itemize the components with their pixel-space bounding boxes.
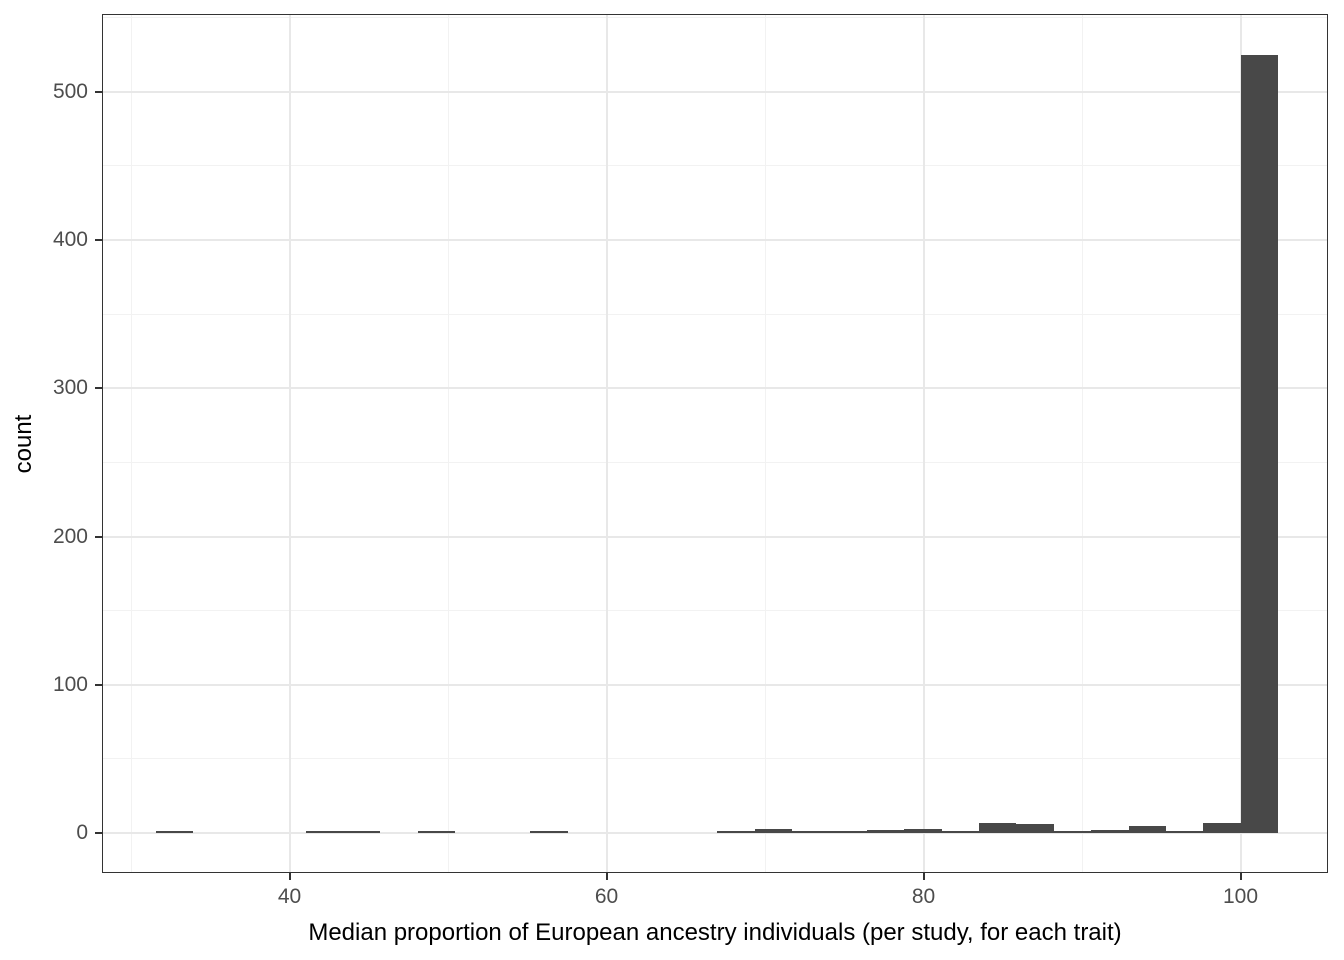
y-gridline-major (102, 387, 1328, 390)
histogram-bar (1240, 54, 1279, 833)
histogram-bar (717, 831, 755, 833)
x-gridline-minor (1081, 14, 1083, 873)
histogram-bar (978, 822, 1017, 833)
y-tick (95, 387, 102, 390)
histogram-bar (530, 831, 568, 833)
y-gridline-major (102, 535, 1328, 538)
x-gridline-minor (764, 14, 766, 873)
x-axis-title: Median proportion of European ancestry i… (308, 919, 1122, 946)
y-tick-label: 100 (52, 672, 88, 696)
y-tick-label: 500 (52, 79, 88, 103)
y-tick (95, 831, 102, 834)
x-tick-label: 80 (911, 885, 936, 908)
histogram-bar (1091, 830, 1129, 833)
x-tick-label: 40 (277, 885, 302, 908)
histogram-bar (904, 828, 942, 833)
histogram-bar (305, 831, 344, 833)
histogram-bar (343, 831, 381, 833)
y-tick-label: 400 (52, 228, 88, 252)
histogram-bar (1166, 831, 1204, 833)
x-gridline-minor (130, 14, 132, 873)
y-gridline-minor (102, 758, 1328, 760)
histogram-bar (754, 828, 792, 833)
x-gridline-major (288, 14, 291, 873)
x-tick-label: 60 (594, 885, 619, 908)
y-gridline-minor (102, 165, 1328, 167)
x-gridline-major (1239, 14, 1242, 873)
histogram-bar (866, 830, 905, 833)
x-tick-label: 100 (1222, 885, 1259, 908)
y-gridline-major (102, 831, 1328, 834)
x-tick (1239, 873, 1242, 880)
histogram-bar (1053, 831, 1092, 833)
y-gridline-major (102, 90, 1328, 93)
histogram-bar (156, 831, 194, 833)
y-gridline-major (102, 683, 1328, 686)
y-tick (95, 683, 102, 686)
histogram-bar (829, 831, 867, 833)
histogram-bar (1016, 824, 1054, 833)
histogram-bar (791, 831, 830, 833)
y-gridline-major (102, 239, 1328, 242)
histogram-bar (417, 831, 456, 833)
histogram-bar (1203, 822, 1241, 833)
x-tick (288, 873, 291, 880)
y-gridline-minor (102, 461, 1328, 463)
y-tick-label: 300 (52, 376, 88, 400)
y-tick (95, 535, 102, 538)
x-tick (922, 873, 925, 880)
histogram-bar (941, 831, 979, 833)
y-gridline-minor (102, 17, 1328, 19)
y-axis-title: count (10, 414, 37, 473)
x-gridline-minor (447, 14, 449, 873)
y-gridline-minor (102, 610, 1328, 612)
x-gridline-major (605, 14, 608, 873)
x-gridline-major (922, 14, 925, 873)
y-tick (95, 239, 102, 242)
y-gridline-minor (102, 313, 1328, 315)
histogram-bar (1128, 825, 1166, 833)
plot-panel (102, 14, 1328, 873)
y-tick (95, 90, 102, 93)
y-tick-label: 200 (52, 524, 88, 548)
x-tick (605, 873, 608, 880)
y-tick-label: 0 (76, 820, 88, 844)
